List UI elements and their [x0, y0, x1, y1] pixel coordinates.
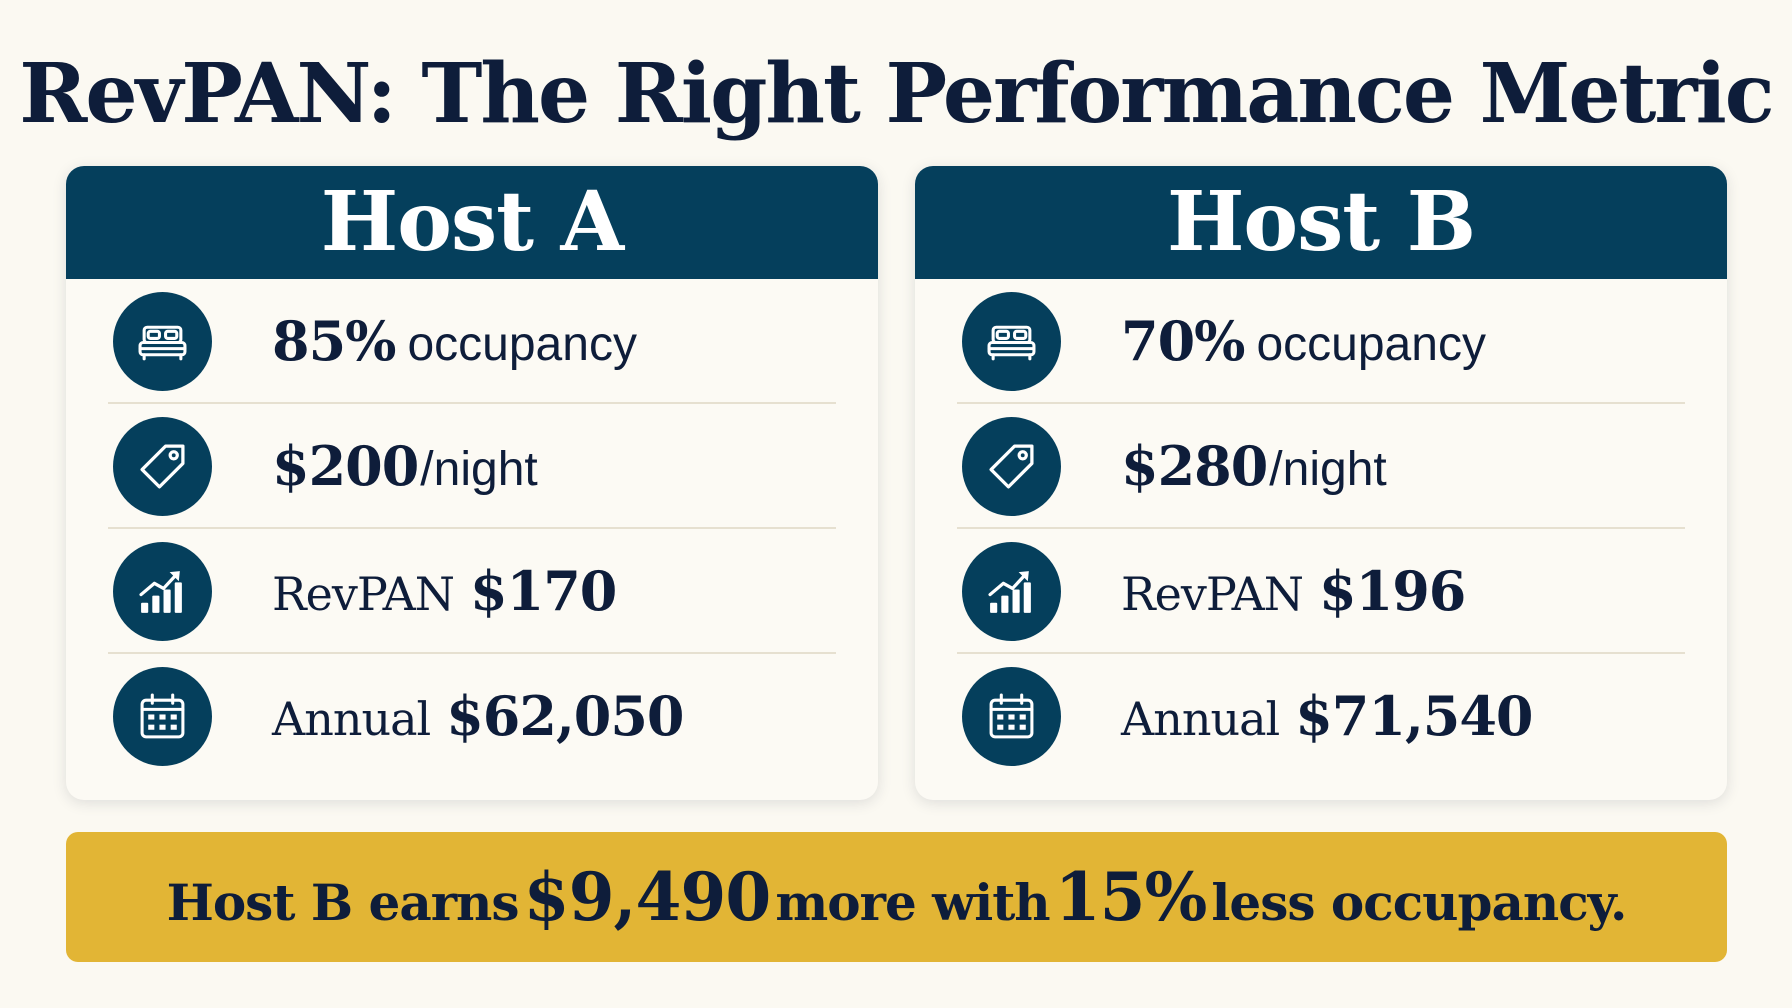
growth-chart-icon — [962, 542, 1061, 641]
host-b-occupancy-label: occupancy — [1256, 318, 1486, 371]
host-a-rate-row: $200/night — [108, 404, 836, 529]
host-a-annual-value: $62,050 — [446, 684, 684, 748]
host-a-annual-row: Annual $62,050 — [108, 654, 836, 779]
host-b-header: Host B — [915, 166, 1727, 279]
price-tag-icon — [962, 417, 1061, 516]
host-b-rate-row: $280/night — [957, 404, 1685, 529]
summary-banner: Host B earns $9,490 more with 15% less o… — [66, 832, 1727, 962]
host-b-rate-unit: /night — [1269, 443, 1387, 496]
page-title: RevPAN: The Right Performance Metric — [19, 46, 1774, 142]
host-a-rate-value: $200 — [272, 434, 419, 498]
bed-icon — [113, 292, 212, 391]
summary-amount: $9,490 — [523, 858, 772, 936]
host-b-annual-label: Annual — [1121, 692, 1280, 746]
price-tag-icon — [113, 417, 212, 516]
host-b-annual-row: Annual $71,540 — [957, 654, 1685, 779]
host-b-annual-value: $71,540 — [1295, 684, 1533, 748]
bed-icon — [962, 292, 1061, 391]
host-b-card: Host B 70% occupancy — [915, 166, 1727, 800]
host-b-revpan-label: RevPAN — [1121, 567, 1304, 621]
calendar-icon — [113, 667, 212, 766]
host-b-occupancy-value: 70% — [1121, 309, 1245, 373]
host-b-rate-value: $280 — [1121, 434, 1268, 498]
host-a-occupancy-label: occupancy — [407, 318, 637, 371]
host-a-revpan-label: RevPAN — [272, 567, 455, 621]
host-a-revpan-value: $170 — [470, 559, 617, 623]
host-b-revpan-value: $196 — [1319, 559, 1466, 623]
summary-part2: more with — [775, 873, 1050, 932]
host-a-occupancy-row: 85% occupancy — [108, 279, 836, 404]
host-a-occupancy-value: 85% — [272, 309, 396, 373]
host-a-annual-label: Annual — [272, 692, 431, 746]
summary-percent: 15% — [1054, 858, 1208, 936]
host-a-card: Host A 85% occupancy — [66, 166, 878, 800]
growth-chart-icon — [113, 542, 212, 641]
summary-part3: less occupancy. — [1211, 873, 1627, 932]
host-a-header: Host A — [66, 166, 878, 279]
calendar-icon — [962, 667, 1061, 766]
summary-part1: Host B earns — [166, 873, 520, 932]
host-b-revpan-row: RevPAN $196 — [957, 529, 1685, 654]
host-a-revpan-row: RevPAN $170 — [108, 529, 836, 654]
host-a-rate-unit: /night — [420, 443, 538, 496]
host-b-occupancy-row: 70% occupancy — [957, 279, 1685, 404]
